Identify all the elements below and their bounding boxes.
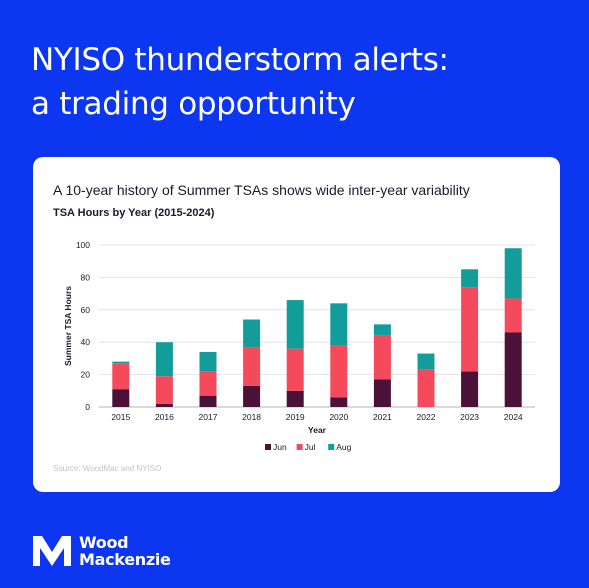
y-tick-label: 0 <box>85 402 90 412</box>
bar-segment-aug <box>286 300 304 349</box>
x-axis-title: Year <box>308 425 327 435</box>
bar-segment-jun <box>112 389 130 407</box>
brand-name: Wood Mackenzie <box>79 534 171 568</box>
bar-segment-jun <box>461 371 479 407</box>
bar-segment-jun <box>504 332 522 407</box>
legend-swatch-jun <box>265 444 271 450</box>
bar-segment-jul <box>417 369 435 407</box>
y-tick-label: 40 <box>81 337 91 347</box>
bar-segment-jul <box>243 347 261 386</box>
bar-segment-jun <box>155 403 173 407</box>
brand-name-line-2: Mackenzie <box>79 550 171 569</box>
bar-segment-aug <box>112 361 130 364</box>
brand-name-line-1: Wood <box>79 533 129 552</box>
legend-label-jun: Jun <box>273 442 287 452</box>
legend-swatch-jul <box>296 444 303 450</box>
bar-segment-aug <box>243 319 261 348</box>
x-tick-label: 2023 <box>460 412 479 422</box>
source-note: Source: WoodMac and NYISO <box>53 464 162 473</box>
bar-segment-jul <box>504 298 522 333</box>
bar-segment-aug <box>461 269 479 288</box>
y-tick-label: 20 <box>81 370 91 380</box>
x-tick-label: 2016 <box>155 412 174 422</box>
x-tick-label: 2024 <box>504 412 523 422</box>
bar-segment-jul <box>155 376 173 404</box>
bar-segment-jun <box>330 397 348 407</box>
bar-segment-jul <box>461 287 479 372</box>
legend-label-jul: Jul <box>305 442 316 452</box>
headline-line-2: a trading opportunity <box>31 86 356 122</box>
x-tick-label: 2020 <box>329 412 348 422</box>
bar-segment-jul <box>112 363 130 390</box>
x-tick-label: 2022 <box>417 412 436 422</box>
wood-mackenzie-logo-icon <box>33 536 71 566</box>
brand-footer: Wood Mackenzie <box>33 531 171 571</box>
x-tick-label: 2017 <box>199 412 218 422</box>
y-tick-label: 100 <box>76 240 90 250</box>
headline-line-1: NYISO thunderstorm alerts: <box>31 42 449 78</box>
bar-segment-jun <box>243 385 261 407</box>
y-tick-label: 60 <box>81 305 91 315</box>
bar-segment-jul <box>199 371 217 396</box>
bar-segment-jun <box>199 395 217 407</box>
bar-segment-jul <box>286 348 304 391</box>
tsa-stacked-bar-chart: 0 20 40 60 80 100 Summer TSA Hours 2015 2016 2017… <box>63 240 535 452</box>
legend-label-aug: Aug <box>336 442 351 452</box>
chart-card: A 10-year history of Summer TSAs shows w… <box>33 157 560 492</box>
bar-segment-aug <box>199 351 217 372</box>
legend-swatch-aug <box>328 444 335 450</box>
y-axis-title: Summer TSA Hours <box>63 286 73 366</box>
y-tick-label: 80 <box>81 272 91 282</box>
bar-segment-aug <box>330 303 348 346</box>
chart-title: TSA Hours by Year (2015-2024) <box>53 207 215 219</box>
x-tick-label: 2015 <box>111 412 130 422</box>
bar-segment-aug <box>417 353 435 370</box>
bar-segment-aug <box>373 324 391 336</box>
x-tick-label: 2021 <box>373 412 392 422</box>
bar-segment-jul <box>330 345 348 398</box>
x-tick-label: 2019 <box>286 412 305 422</box>
bar-segment-jun <box>286 390 304 407</box>
chart-subtitle: A 10-year history of Summer TSAs shows w… <box>53 182 470 198</box>
bar-segment-aug <box>504 248 522 299</box>
bar-segment-aug <box>155 342 173 377</box>
bar-segment-jul <box>373 335 391 380</box>
x-tick-label: 2018 <box>242 412 261 422</box>
bar-segment-jun <box>373 379 391 407</box>
headline: NYISO thunderstorm alerts: a trading opp… <box>31 38 561 126</box>
